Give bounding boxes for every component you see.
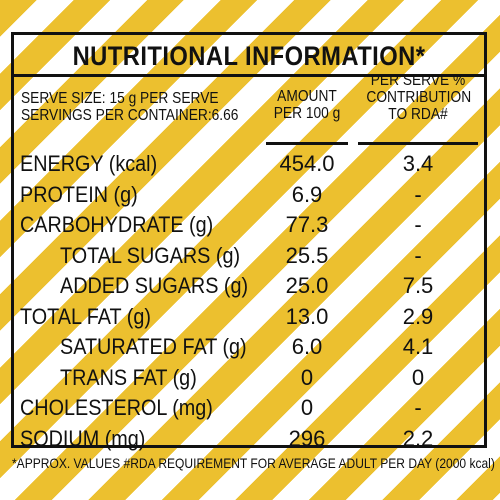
amount-per-100g: 25.5 xyxy=(285,242,329,268)
amount-per-100g: 296 xyxy=(288,425,326,451)
amount-per-100g: 25.0 xyxy=(285,273,329,298)
amount-per-100g: 0 xyxy=(300,395,314,420)
amount-per-100g: 77.3 xyxy=(285,212,329,237)
rda-contribution: - xyxy=(414,242,422,268)
footnote: *APPROX. VALUES #RDA REQUIREMENT FOR AVE… xyxy=(12,455,495,471)
table-row: ENERGY (kcal) 454.0 3.4 xyxy=(0,149,500,179)
column-header-per-100g: AMOUNT PER 100 g xyxy=(272,88,343,122)
rda-contribution: 2.2 xyxy=(402,425,434,451)
serving-info: SERVE SIZE: 15 g PER SERVE SERVINGS PER … xyxy=(21,90,239,124)
column-header-per-100g-line2: PER 100 g xyxy=(273,105,341,122)
nutrient-name: SODIUM (mg) xyxy=(20,425,146,451)
nutrient-name: TOTAL SUGARS (g) xyxy=(60,242,241,268)
rda-contribution: 7.5 xyxy=(402,273,434,298)
rda-contribution: - xyxy=(414,212,422,237)
table-row: SODIUM (mg) 296 2.2 xyxy=(0,424,500,454)
column-header-rda: PER SERVE % CONTRIBUTION TO RDA# xyxy=(366,72,472,123)
rda-contribution: 0 xyxy=(411,364,425,390)
column-header-rda-line2: CONTRIBUTION xyxy=(366,89,472,106)
nutrition-panel xyxy=(11,32,487,448)
nutrient-name: ENERGY (kcal) xyxy=(20,151,158,176)
amount-per-100g: 6.9 xyxy=(291,181,323,207)
nutrient-name: ADDED SUGARS (g) xyxy=(60,273,249,298)
table-row: TOTAL FAT (g) 13.0 2.9 xyxy=(0,302,500,332)
nutrient-name: SATURATED FAT (g) xyxy=(60,334,247,359)
column-header-rda-line3: TO RDA# xyxy=(388,106,448,123)
table-row: TOTAL SUGARS (g) 25.5 - xyxy=(0,241,500,271)
table-row: SATURATED FAT (g) 6.0 4.1 xyxy=(0,332,500,362)
table-row: TRANS FAT (g) 0 0 xyxy=(0,363,500,393)
nutrient-name: PROTEIN (g) xyxy=(20,181,138,207)
amount-per-100g: 454.0 xyxy=(279,151,335,176)
column-header-rda-line1: PER SERVE % xyxy=(370,72,466,89)
rda-contribution: 2.9 xyxy=(402,303,434,329)
label-title: NUTRITIONAL INFORMATION* xyxy=(72,41,426,71)
nutrient-name: TOTAL FAT (g) xyxy=(20,303,151,329)
nutrient-name: CHOLESTEROL (mg) xyxy=(20,395,213,420)
rda-contribution: - xyxy=(414,395,422,420)
rda-contribution: 4.1 xyxy=(402,334,434,359)
title-divider xyxy=(11,74,487,77)
table-row: PROTEIN (g) 6.9 - xyxy=(0,180,500,210)
column-divider-rda xyxy=(358,142,478,145)
rda-contribution: - xyxy=(414,181,422,207)
table-row: CHOLESTEROL (mg) 0 - xyxy=(0,393,500,423)
amount-per-100g: 0 xyxy=(300,364,314,390)
servings-per-container: SERVINGS PER CONTAINER:6.66 xyxy=(21,107,239,124)
table-row: CARBOHYDRATE (g) 77.3 - xyxy=(0,210,500,240)
column-divider-per-100g xyxy=(266,142,348,145)
column-header-per-100g-line1: AMOUNT xyxy=(277,88,337,105)
nutrient-name: TRANS FAT (g) xyxy=(60,364,197,390)
rda-contribution: 3.4 xyxy=(402,151,434,176)
amount-per-100g: 6.0 xyxy=(291,334,323,359)
amount-per-100g: 13.0 xyxy=(285,303,329,329)
serving-size: SERVE SIZE: 15 g PER SERVE xyxy=(21,90,219,107)
table-row: ADDED SUGARS (g) 25.0 7.5 xyxy=(0,271,500,301)
nutrient-name: CARBOHYDRATE (g) xyxy=(20,212,214,237)
